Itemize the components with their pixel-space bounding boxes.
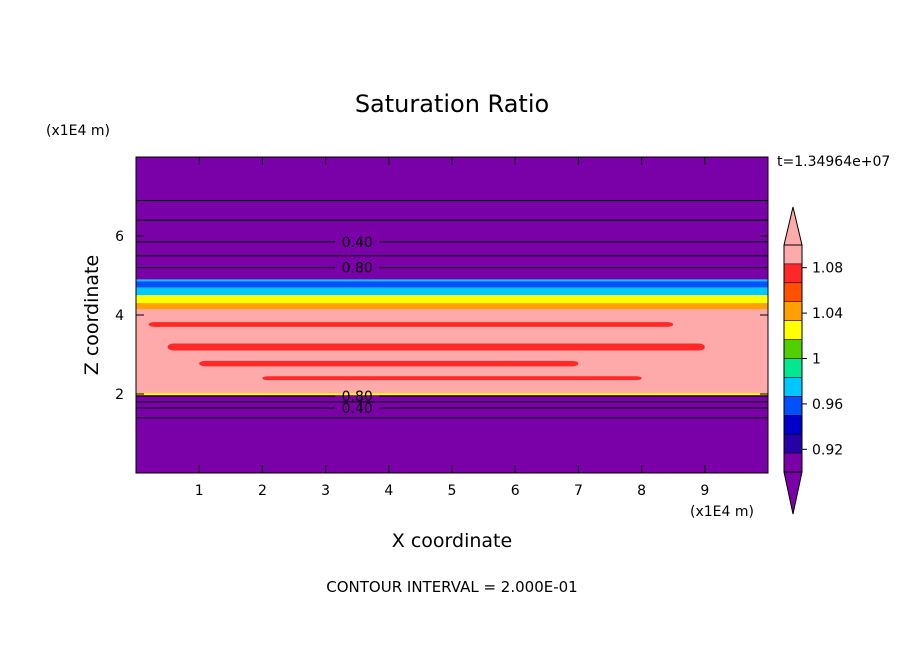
layer-lower-dry-region — [136, 394, 768, 473]
x-axis: 1 2 3 4 5 6 7 8 9 — [195, 157, 709, 499]
contour-label: 0.40 — [342, 235, 373, 251]
layer-near-saturated-band — [136, 295, 768, 308]
contour-interval-footer: CONTOUR INTERVAL = 2.000E-01 — [326, 578, 577, 596]
colorbar-swatch — [783, 339, 803, 359]
x-tick-label: 8 — [637, 483, 646, 499]
contour-label: 0.80 — [342, 389, 373, 405]
colorbar-swatch — [783, 282, 803, 303]
blue-band — [136, 281, 768, 288]
colorbar-tick-label: 0.96 — [812, 397, 843, 413]
colorbar-swatch — [783, 301, 803, 321]
colorbar-over-arrow — [783, 206, 803, 246]
lower-edge-band — [136, 393, 768, 396]
contour-lines-layer: 0.400.800.800.40 — [136, 199, 768, 419]
x-tick-label: 3 — [321, 483, 330, 499]
orange-band — [136, 303, 768, 310]
layer-upper-dry-region — [136, 157, 768, 280]
chart-title: Saturation Ratio — [355, 90, 549, 118]
core-streak — [167, 343, 705, 351]
contour-label: 0.40 — [342, 401, 373, 417]
core-streak — [199, 360, 579, 367]
colorbar-under-arrow — [783, 471, 803, 515]
x-tick-label: 9 — [700, 483, 709, 499]
colorbar-swatch — [783, 358, 803, 378]
core-streak — [148, 322, 674, 327]
colorbar-swatch — [783, 320, 803, 340]
y-axis-label: Z coordinate — [81, 255, 103, 375]
contour-label: 0.80 — [342, 261, 373, 277]
colorbar-tick-label: 0.92 — [812, 442, 843, 458]
colorbar-tick-label: 1 — [812, 352, 821, 368]
x-unit-label: (x1E4 m) — [690, 504, 754, 520]
core-streak — [262, 376, 642, 381]
x-axis-label: X coordinate — [392, 530, 512, 552]
colorbar-swatch — [783, 415, 803, 435]
y-tick-label: 6 — [115, 229, 124, 245]
y-axis: 2 4 6 — [115, 229, 768, 403]
x-tick-label: 1 — [195, 483, 204, 499]
colorbar: 0.92 0.96 1 1.04 1.08 — [783, 206, 843, 515]
colorbar-swatch — [783, 377, 803, 397]
y-tick-label: 4 — [115, 308, 124, 324]
colorbar-tick-label: 1.04 — [812, 306, 843, 322]
colorbar-swatch — [783, 244, 803, 265]
x-tick-label: 7 — [574, 483, 583, 499]
y-unit-label: (x1E4 m) — [46, 123, 110, 139]
colorbar-swatch — [783, 263, 803, 284]
colorbar-swatch — [783, 452, 803, 473]
time-label: t=1.34964e+07 — [777, 154, 890, 170]
x-tick-label: 6 — [511, 483, 520, 499]
x-tick-label: 4 — [384, 483, 393, 499]
colorbar-swatch — [783, 396, 803, 416]
colorbar-tick-label: 1.08 — [812, 261, 843, 277]
contour-fill-layer — [136, 157, 768, 473]
x-tick-label: 2 — [258, 483, 267, 499]
y-tick-label: 2 — [115, 387, 124, 403]
colorbar-swatch — [783, 433, 803, 454]
x-tick-label: 5 — [448, 483, 457, 499]
